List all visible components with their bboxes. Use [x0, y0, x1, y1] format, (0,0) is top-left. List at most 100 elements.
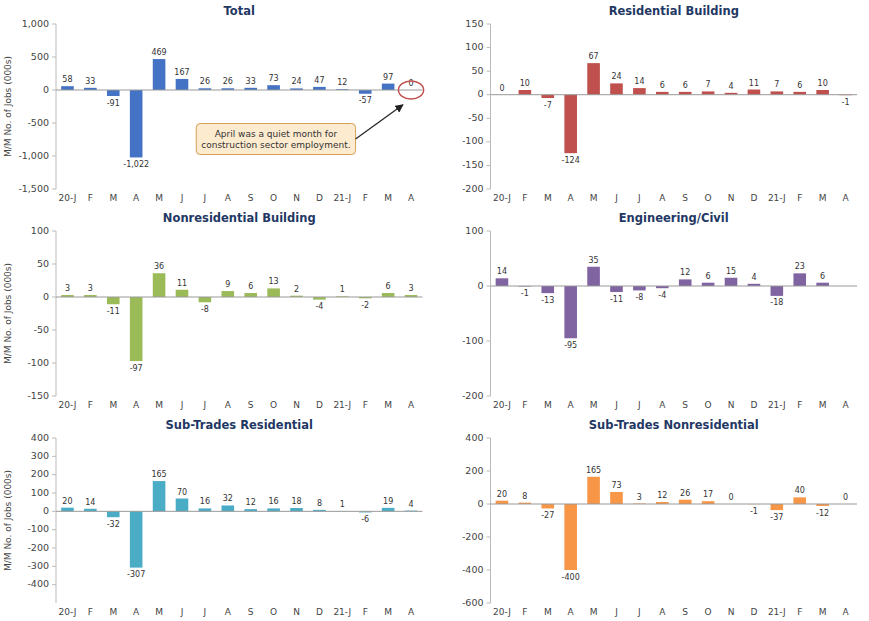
bar: [587, 63, 600, 95]
x-tick-label: J: [637, 193, 641, 203]
y-tick: [52, 493, 56, 494]
y-tick: [52, 189, 56, 190]
x-tick-label: F: [88, 607, 93, 617]
data-label: -11: [610, 295, 623, 304]
x-tick-label: A: [408, 400, 415, 410]
y-tick-label: 0: [477, 88, 483, 99]
bar: [496, 278, 509, 286]
data-label: 15: [726, 267, 736, 276]
data-label: 0: [843, 493, 848, 502]
data-label: 1: [340, 500, 345, 509]
data-label: -124: [562, 156, 580, 165]
bar: [221, 505, 234, 511]
bar: [771, 504, 784, 510]
x-tick-label: 20-J: [59, 400, 77, 410]
annotation-arrow: [356, 105, 403, 139]
data-label: -95: [564, 341, 577, 350]
data-label: 58: [62, 75, 72, 84]
data-label: 20: [497, 490, 507, 499]
subplot: Sub-Trades ResidentialM/M No. of Jobs (0…: [3, 418, 423, 617]
bar: [519, 90, 532, 95]
subplot: Engineering/Civil-200-100010020-JFMAMJJA…: [462, 211, 857, 410]
data-label: -32: [107, 520, 120, 529]
x-tick-label: D: [750, 607, 757, 617]
y-tick-label: 0: [477, 280, 483, 291]
x-tick-label: M: [155, 400, 163, 410]
data-label: -1: [842, 98, 850, 107]
data-label: 3: [65, 284, 70, 293]
data-label: 12: [246, 498, 256, 507]
x-tick-label: F: [522, 607, 527, 617]
y-tick: [52, 57, 56, 58]
bar: [633, 88, 646, 95]
y-tick: [52, 511, 56, 512]
data-label: 7: [706, 80, 711, 89]
y-axis-line: [490, 438, 491, 603]
data-label: -27: [541, 511, 554, 520]
x-tick-label: O: [705, 193, 712, 203]
y-tick-label: -100: [462, 335, 484, 346]
y-tick: [487, 504, 491, 505]
y-tick: [487, 165, 491, 166]
data-label: 3: [88, 284, 93, 293]
y-tick-label: 150: [465, 18, 483, 29]
x-tick-label: S: [248, 193, 254, 203]
y-tick: [487, 471, 491, 472]
bar: [199, 297, 212, 302]
data-label: 8: [522, 492, 527, 501]
bar: [610, 83, 623, 94]
x-tick-label: 21-J: [768, 400, 786, 410]
x-tick-label: M: [544, 193, 552, 203]
bar: [267, 85, 280, 90]
data-label: -4: [315, 302, 323, 311]
y-tick-label: 100: [31, 225, 49, 236]
x-tick-label: N: [728, 400, 735, 410]
bar: [130, 511, 143, 567]
y-axis-line: [56, 24, 57, 189]
data-label: -91: [107, 99, 120, 108]
x-tick-label: M: [109, 607, 117, 617]
data-label: 165: [151, 470, 166, 479]
data-label: 4: [409, 500, 414, 509]
y-tick-label: 0: [43, 291, 49, 302]
figure: TotalM/M No. of Jobs (000s)-1,500-1,000-…: [0, 0, 869, 621]
data-label: 14: [497, 267, 507, 276]
y-tick: [487, 47, 491, 48]
x-tick-label: A: [659, 193, 666, 203]
y-tick: [52, 363, 56, 364]
chart-title: Engineering/Civil: [619, 211, 729, 225]
bar: [610, 286, 623, 292]
x-tick-label: A: [133, 193, 140, 203]
data-label: 1: [340, 285, 345, 294]
chart-title: Total: [224, 4, 255, 18]
x-tick-label: A: [842, 607, 849, 617]
y-tick: [52, 156, 56, 157]
x-tick-label: S: [682, 400, 688, 410]
x-tick-label: 20-J: [59, 607, 77, 617]
data-label: 6: [706, 272, 711, 281]
data-label: 67: [588, 52, 598, 61]
bar: [679, 500, 692, 504]
bar: [679, 279, 692, 286]
x-tick-label: 21-J: [333, 400, 351, 410]
y-tick-label: -600: [462, 597, 484, 608]
x-tick-label: D: [316, 193, 323, 203]
data-label: -1: [750, 507, 758, 516]
x-tick-label: N: [728, 193, 735, 203]
data-label: 3: [409, 284, 414, 293]
y-tick-label: -50: [468, 112, 484, 123]
y-tick: [52, 297, 56, 298]
x-tick-label: M: [590, 193, 598, 203]
data-label: 2: [294, 285, 299, 294]
y-tick-label: 400: [465, 432, 483, 443]
y-tick: [487, 396, 491, 397]
y-tick: [52, 24, 56, 25]
x-tick-label: 21-J: [333, 193, 351, 203]
bars: [496, 267, 829, 339]
bar: [816, 90, 829, 95]
data-label: 13: [269, 277, 279, 286]
x-tick-label: M: [819, 607, 827, 617]
zero-line: [56, 511, 423, 512]
bar: [176, 290, 189, 297]
x-tick-label: A: [225, 193, 232, 203]
